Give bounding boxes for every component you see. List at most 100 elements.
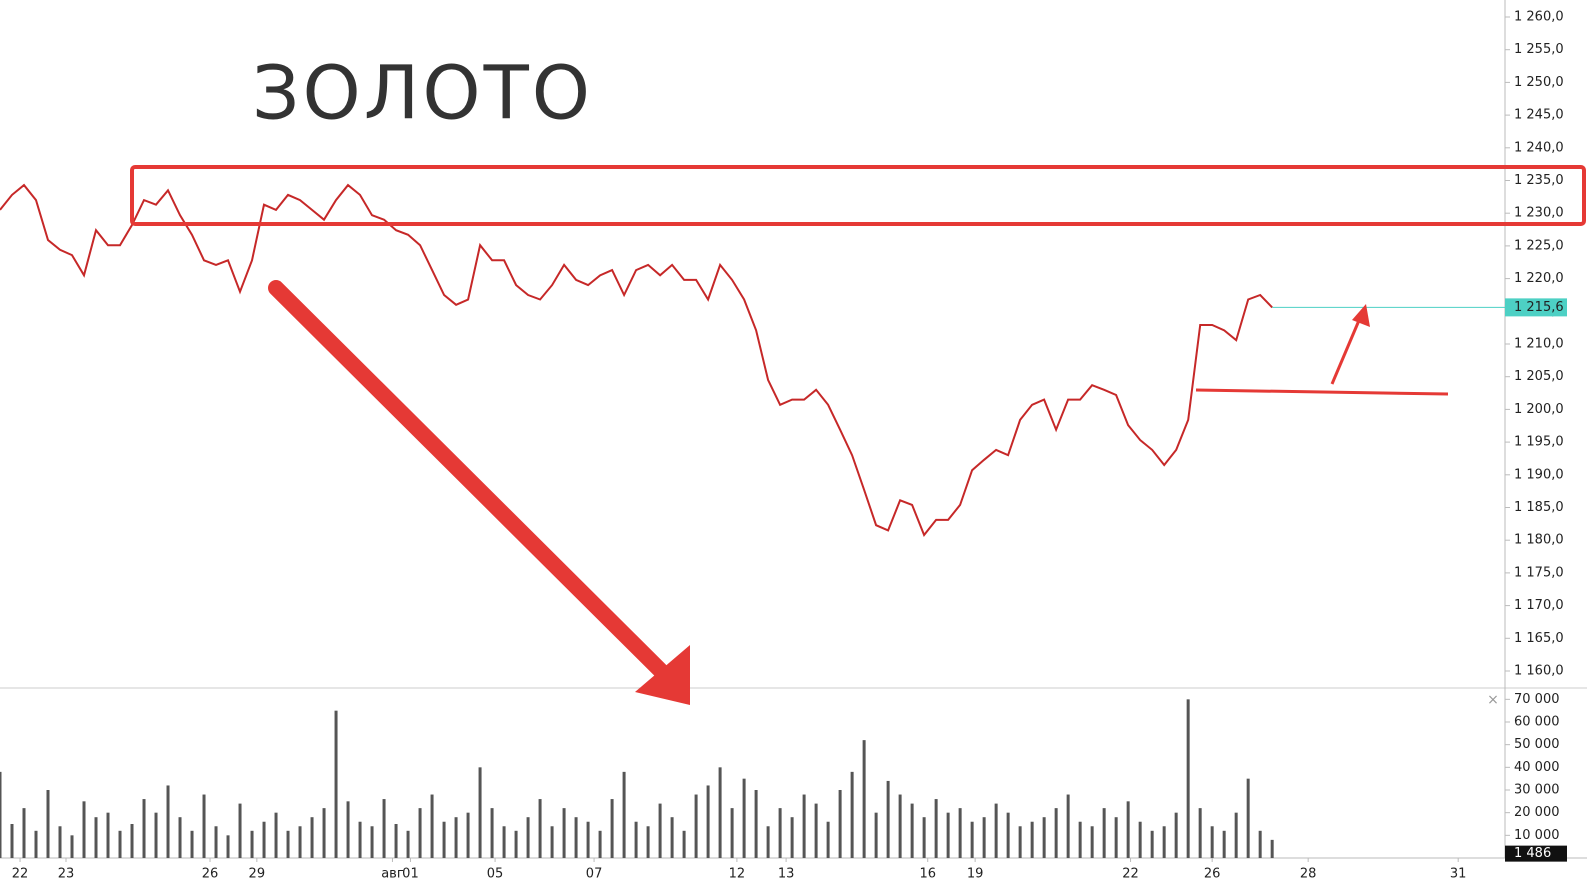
volume-bar (586, 821, 590, 858)
y-tick-label: 1 205,0 (1514, 369, 1564, 384)
volume-bar (1210, 826, 1214, 858)
volume-bar (754, 790, 758, 858)
volume-bar (10, 824, 14, 858)
y-tick-label: 10 000 (1514, 828, 1560, 843)
down-arrow-head (635, 645, 690, 705)
y-tick-label: 1 225,0 (1514, 238, 1564, 253)
volume-bar (826, 821, 830, 858)
volume-bar (982, 817, 986, 858)
x-tick-label: 12 (729, 867, 746, 882)
y-tick-label: 40 000 (1514, 760, 1560, 775)
y-tick-label: 1 160,0 (1514, 663, 1564, 678)
y-tick-label: 1 235,0 (1514, 173, 1564, 188)
x-tick-label: 05 (487, 867, 504, 882)
volume-bar (322, 808, 326, 858)
resistance-box (130, 165, 1586, 226)
volume-bar (802, 794, 806, 858)
y-tick-label: 1 240,0 (1514, 140, 1564, 155)
volume-bar (1102, 808, 1106, 858)
volume-bar (358, 821, 362, 858)
x-tick-label: 22 (1122, 867, 1139, 882)
x-tick-label: 26 (202, 867, 219, 882)
x-tick-label: 01 (402, 867, 419, 882)
volume-bar (1234, 812, 1238, 858)
chart-title: ЗОЛОТО (252, 51, 593, 137)
volume-bar (190, 830, 194, 858)
volume-bar (1138, 821, 1142, 858)
volume-bar (886, 780, 890, 858)
volume-bar (1030, 821, 1034, 858)
volume-bar (766, 826, 770, 858)
volume-bar (466, 812, 470, 858)
support-line (1195, 388, 1449, 396)
price-line (0, 183, 1273, 537)
volume-bar (226, 835, 230, 858)
volume-bar (418, 808, 422, 858)
last-volume-badge (1505, 845, 1567, 862)
y-tick-label: 1 220,0 (1514, 271, 1564, 286)
volume-bar (1006, 812, 1010, 858)
x-tick-label: 26 (1204, 867, 1221, 882)
volume-bar (118, 830, 122, 858)
volume-bar (706, 785, 710, 858)
volume-bar (538, 799, 542, 858)
x-tick-label: 22 (12, 867, 29, 882)
volume-bar (1090, 826, 1094, 858)
y-tick-label: 70 000 (1514, 692, 1560, 707)
volume-bar (598, 830, 602, 858)
volume-bar (814, 803, 818, 858)
x-tick-label: 07 (586, 867, 603, 882)
volume-bar (58, 826, 62, 858)
volume-bar (454, 817, 458, 858)
close-icon[interactable]: × (1487, 692, 1499, 708)
volume-bar (154, 812, 158, 858)
volume-bar (0, 771, 2, 858)
volume-bar (934, 799, 938, 858)
volume-bar (1042, 817, 1046, 858)
volume-bar (250, 830, 254, 858)
volume-bar (634, 821, 638, 858)
volume-bar (1078, 821, 1082, 858)
volume-bar (874, 812, 878, 858)
volume-bar (742, 778, 746, 858)
volume-bar (1246, 778, 1250, 858)
volume-bar (502, 826, 506, 858)
volume-bar (490, 808, 494, 858)
last-price-label: 1 215,6 (1514, 300, 1564, 315)
volume-bar (562, 808, 566, 858)
volume-bar (946, 812, 950, 858)
y-tick-label: 1 250,0 (1514, 75, 1564, 90)
volume-bar (334, 710, 338, 858)
volume-bar (1054, 808, 1058, 858)
y-tick-label: 1 210,0 (1514, 337, 1564, 352)
last-price-badge (1505, 298, 1567, 317)
volume-bar (1198, 808, 1202, 858)
y-tick-label: 1 230,0 (1514, 206, 1564, 221)
y-tick-label: 1 260,0 (1514, 10, 1564, 25)
volume-bar (910, 803, 914, 858)
x-tick-label: 13 (778, 867, 795, 882)
volume-bar (1186, 699, 1190, 858)
volume-bar (1162, 826, 1166, 858)
volume-bar (262, 821, 266, 858)
volume-bar (850, 771, 854, 858)
volume-bar (178, 817, 182, 858)
y-tick-label: 1 165,0 (1514, 631, 1564, 646)
volume-bar (862, 740, 866, 858)
volume-bar (970, 821, 974, 858)
volume-bar (478, 767, 482, 858)
volume-bar (430, 794, 434, 858)
x-tick-label: 19 (967, 867, 984, 882)
y-tick-label: 1 255,0 (1514, 42, 1564, 57)
x-tick-label: 29 (249, 867, 266, 882)
x-tick-label: 28 (1300, 867, 1317, 882)
volume-bar (574, 817, 578, 858)
volume-bar (898, 794, 902, 858)
y-tick-label: 60 000 (1514, 715, 1560, 730)
volume-bar (22, 808, 26, 858)
y-tick-label: 1 200,0 (1514, 402, 1564, 417)
volume-bar (526, 817, 530, 858)
y-tick-label: 1 175,0 (1514, 565, 1564, 580)
y-tick-label: 1 180,0 (1514, 533, 1564, 548)
